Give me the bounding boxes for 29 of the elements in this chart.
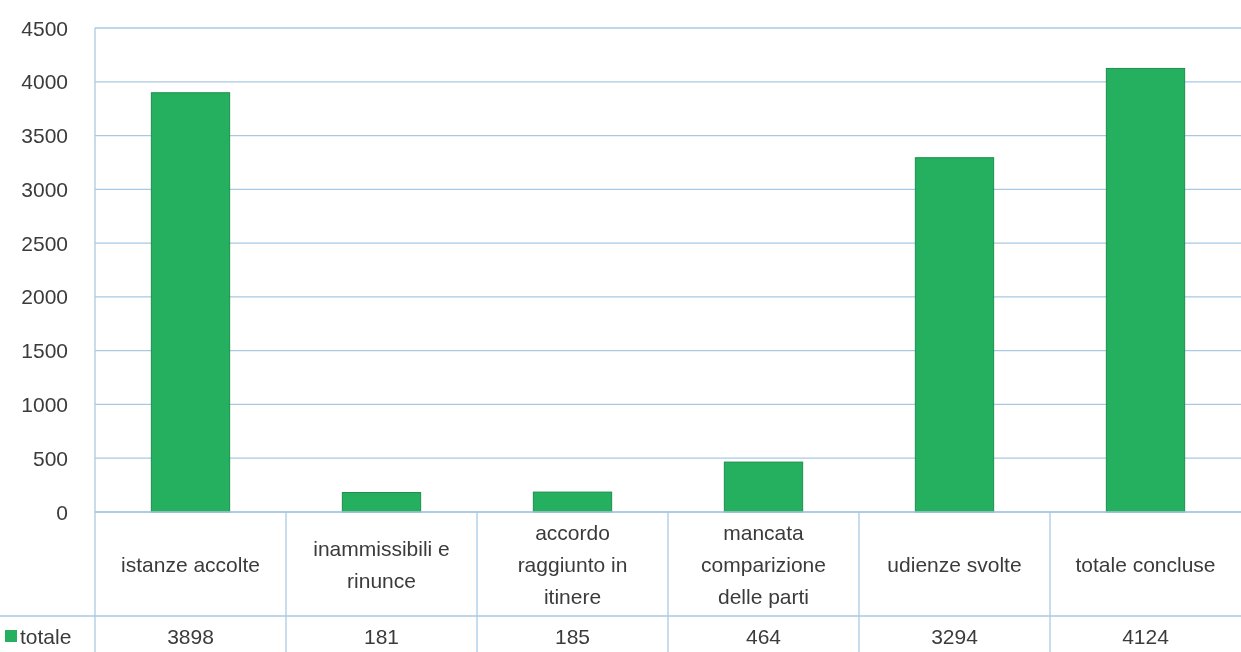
data-label: 4124 (1122, 624, 1170, 648)
data-label: 464 (745, 624, 782, 648)
x-tick-label: inammissibili e rinunce (313, 536, 450, 592)
y-tick-label: 4500 (21, 16, 68, 40)
data-label: 3898 (167, 624, 214, 648)
x-tick-label: accordo raggiunto in itinere (517, 520, 628, 608)
bar (914, 157, 995, 513)
y-tick-label: 3500 (21, 124, 68, 148)
legend-label: totale (20, 624, 72, 648)
x-tick-label: mancata comparizione delle parti (701, 520, 826, 608)
bar (723, 461, 804, 513)
bar (1105, 67, 1186, 513)
data-label: 3294 (931, 624, 979, 648)
y-tick-label: 4000 (21, 70, 68, 94)
y-tick-label: 2500 (21, 231, 68, 255)
y-tick-label: 500 (32, 446, 68, 470)
y-tick-label: 2000 (21, 285, 68, 309)
y-tick-label: 3000 (21, 177, 68, 201)
x-tick-label: istanze accolte (121, 552, 260, 576)
y-tick-label: 1000 (21, 392, 68, 416)
data-label: 185 (554, 624, 591, 648)
x-tick-label: udienze svolte (887, 552, 1022, 576)
x-tick-label: totale concluse (1075, 552, 1216, 576)
y-tick-label: 1500 (21, 339, 68, 363)
bar (341, 492, 422, 513)
bar (532, 491, 613, 513)
y-tick-label: 0 (56, 500, 68, 524)
data-label: 181 (363, 624, 400, 648)
bar (150, 92, 231, 513)
